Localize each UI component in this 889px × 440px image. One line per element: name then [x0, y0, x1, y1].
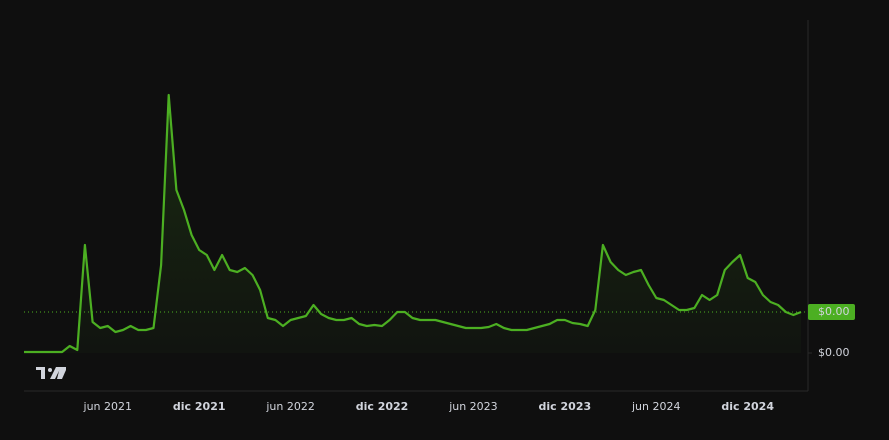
- x-tick-label: jun 2021: [83, 400, 133, 413]
- area: [24, 95, 801, 353]
- x-tick-label: dic 2021: [173, 400, 226, 413]
- last-price-badge: [808, 304, 855, 320]
- x-tick-label: dic 2024: [721, 400, 774, 413]
- price-line: [24, 93, 802, 354]
- x-tick-label: jun 2022: [265, 400, 315, 413]
- logo: [36, 367, 66, 379]
- x-tick-label: dic 2023: [539, 400, 592, 413]
- y-tick-label: $0.00: [818, 346, 850, 359]
- x-tick-label: jun 2023: [448, 400, 498, 413]
- last-price-label: $0.00: [818, 305, 850, 318]
- x-tick-label: dic 2022: [356, 400, 409, 413]
- x-tick-label: jun 2024: [631, 400, 681, 413]
